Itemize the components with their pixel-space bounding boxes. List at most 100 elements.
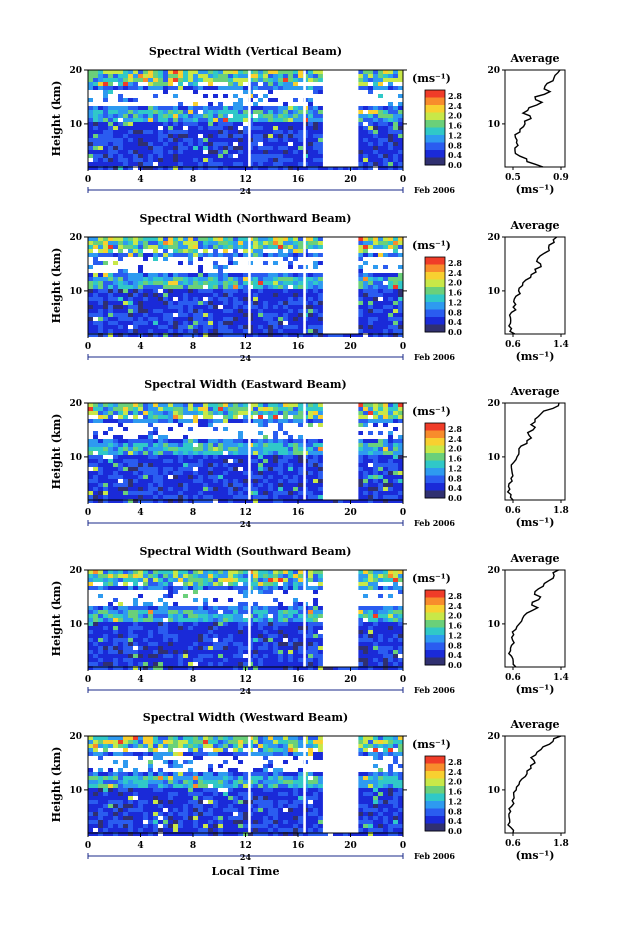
heatmap-cell	[188, 241, 193, 245]
heatmap-cell	[158, 419, 163, 423]
heatmap-cell	[103, 451, 108, 455]
heatmap-cell	[198, 138, 203, 142]
heatmap-cell	[288, 447, 293, 451]
heatmap-cell	[213, 289, 218, 293]
heatmap-cell	[358, 138, 363, 142]
heatmap-cell	[228, 98, 233, 102]
heatmap-cell	[223, 411, 228, 415]
heatmap-cell	[253, 293, 258, 297]
heatmap-cell	[178, 407, 183, 411]
heatmap-cell	[318, 495, 323, 499]
heatmap-cell	[133, 309, 138, 313]
heatmap-cell	[88, 626, 93, 630]
heatmap-cell	[213, 269, 218, 273]
heatmap-cell	[358, 70, 363, 74]
heatmap-cell	[108, 313, 113, 317]
heatmap-cell	[133, 305, 138, 309]
heatmap-cell	[178, 317, 183, 321]
heatmap-cell	[388, 273, 393, 277]
heatmap-cell	[233, 118, 238, 122]
heatmap-cell	[118, 122, 123, 126]
heatmap-cell	[298, 277, 303, 281]
heatmap-cell	[313, 467, 318, 471]
heatmap-cell	[283, 106, 288, 110]
heatmap-cell	[223, 419, 228, 423]
heatmap-cell	[173, 471, 178, 475]
heatmap-cell	[258, 253, 263, 257]
heatmap-cell	[293, 297, 298, 301]
heatmap-cell	[208, 423, 213, 427]
heatmap-cell	[398, 118, 403, 122]
heatmap-cell	[178, 130, 183, 134]
colorbar-tick-label: 1.6	[448, 288, 462, 298]
heatmap-cell	[203, 321, 208, 325]
heatmap-cell	[298, 261, 303, 265]
heatmap-cell	[88, 487, 93, 491]
heatmap-cell	[253, 126, 258, 130]
heatmap-cell	[153, 471, 158, 475]
heatmap-cell	[238, 130, 243, 134]
heatmap-cell	[158, 98, 163, 102]
heatmap-cell	[218, 257, 223, 261]
heatmap-cell	[378, 162, 383, 166]
heatmap-cell	[358, 261, 363, 265]
heatmap-cell	[368, 289, 373, 293]
heatmap-cell	[168, 455, 173, 459]
heatmap-cell	[98, 570, 103, 574]
heatmap-cell	[153, 237, 158, 241]
heatmap-cell	[208, 451, 213, 455]
heatmap-cell	[393, 134, 398, 138]
heatmap-cell	[173, 150, 178, 154]
heatmap-cell	[143, 126, 148, 130]
heatmap-cell	[283, 491, 288, 495]
heatmap-cell	[318, 407, 323, 411]
heatmap-cell	[108, 305, 113, 309]
heatmap-cell	[288, 313, 293, 317]
heatmap-cell	[238, 411, 243, 415]
heatmap-cell	[283, 431, 288, 435]
heatmap-cell	[173, 269, 178, 273]
heatmap-cell	[273, 154, 278, 158]
heatmap-cell	[133, 451, 138, 455]
heatmap-cell	[243, 158, 248, 162]
heatmap-cell	[383, 74, 388, 78]
heatmap-cell	[223, 289, 228, 293]
heatmap-cell	[138, 467, 143, 471]
heatmap-cell	[208, 293, 213, 297]
heatmap-cell	[293, 459, 298, 463]
heatmap-cell	[278, 158, 283, 162]
heatmap-cell	[298, 329, 303, 333]
heatmap-cell	[118, 98, 123, 102]
heatmap-cell	[278, 82, 283, 86]
heatmap-cell	[98, 650, 103, 654]
heatmap-cell	[148, 305, 153, 309]
heatmap-cell	[88, 419, 93, 423]
heatmap-cell	[218, 281, 223, 285]
heatmap-cell	[213, 257, 218, 261]
heatmap-cell	[373, 269, 378, 273]
heatmap-cell	[128, 273, 133, 277]
heatmap-cell	[108, 98, 113, 102]
heatmap-cell	[233, 257, 238, 261]
colorbar-tick-label: 1.2	[448, 130, 462, 140]
heatmap-cell	[313, 285, 318, 289]
heatmap-cell	[153, 301, 158, 305]
heatmap-cell	[123, 325, 128, 329]
heatmap-cell	[163, 419, 168, 423]
heatmap-cell	[213, 249, 218, 253]
heatmap-cell	[383, 102, 388, 106]
heatmap-cell	[388, 237, 393, 241]
heatmap-cell	[193, 90, 198, 94]
heatmap-cell	[243, 289, 248, 293]
heatmap-cell	[118, 305, 123, 309]
heatmap-cell	[268, 126, 273, 130]
heatmap-cell	[383, 491, 388, 495]
heatmap-cell	[268, 297, 273, 301]
average-x-tick-label: 0.6	[505, 506, 521, 516]
heatmap-cell	[213, 455, 218, 459]
heatmap-cell	[318, 86, 323, 90]
heatmap-cell	[188, 257, 193, 261]
heatmap-cell	[123, 74, 128, 78]
heatmap-cell	[228, 257, 233, 261]
heatmap-cell	[318, 317, 323, 321]
